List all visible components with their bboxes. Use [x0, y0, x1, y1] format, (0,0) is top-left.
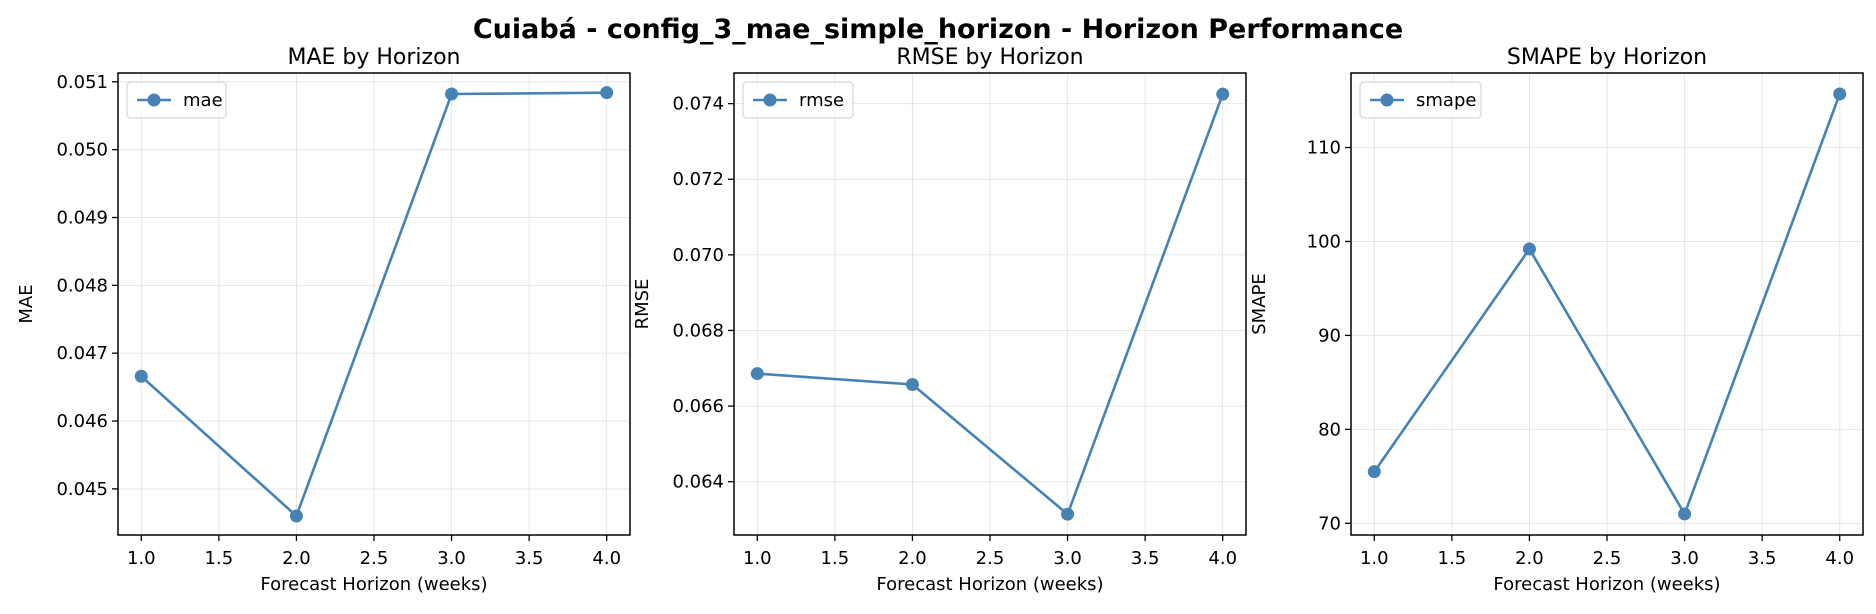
y-tick-label: 0.070 — [672, 245, 724, 266]
figure-title: Cuiabá - config_3_mae_simple_horizon - H… — [473, 14, 1403, 45]
x-tick-label: 3.5 — [1748, 548, 1777, 569]
legend-label: smape — [1416, 90, 1476, 111]
legend-marker — [1380, 93, 1394, 107]
plot-frame — [117, 72, 631, 536]
x-tick-label: 4.0 — [1208, 548, 1237, 569]
data-point-mae — [600, 86, 614, 100]
y-tick-label: 0.066 — [672, 396, 724, 417]
y-tick-label: 110 — [1307, 138, 1341, 159]
y-tick-label: 0.072 — [672, 169, 724, 190]
y-axis-label: RMSE — [632, 279, 653, 330]
y-tick-label: 0.051 — [56, 72, 108, 93]
legend-label: rmse — [799, 90, 844, 111]
x-tick-label: 3.0 — [437, 548, 466, 569]
y-tick-label: 80 — [1318, 419, 1341, 440]
legend-box — [1359, 81, 1482, 119]
y-tick-label: 90 — [1318, 325, 1341, 346]
y-tick-label: 0.048 — [56, 275, 108, 296]
x-axis-label: Forecast Horizon (weeks) — [1493, 574, 1720, 595]
x-tick-label: 1.0 — [1360, 548, 1389, 569]
chart-title: SMAPE by Horizon — [1507, 45, 1707, 70]
x-tick-label: 1.5 — [205, 548, 234, 569]
x-tick-label: 2.5 — [976, 548, 1005, 569]
x-axis-label: Forecast Horizon (weeks) — [876, 574, 1103, 595]
y-tick-label: 0.046 — [56, 411, 108, 432]
y-tick-label: 0.049 — [56, 208, 108, 229]
y-tick-label: 0.050 — [56, 140, 108, 161]
x-axis-label: Forecast Horizon (weeks) — [260, 574, 487, 595]
chart-panel-mae: 1.0 1.5 2.0 2.5 3.0 3.5 4.0 0.045 0.046 0.047 0.04… — [16, 45, 631, 595]
chart-panel-rmse: 1.0 1.5 2.0 2.5 3.0 3.5 4.0 0.064 0.066 0.068 0.07… — [632, 45, 1247, 595]
data-point-mae — [445, 87, 459, 101]
data-point-smape — [1678, 507, 1692, 521]
x-tick-label: 2.0 — [898, 548, 927, 569]
chart-title: MAE by Horizon — [287, 45, 460, 70]
data-point-rmse — [905, 378, 919, 392]
data-point-mae — [289, 509, 303, 523]
plot-frame — [1350, 72, 1864, 536]
y-axis-label: MAE — [16, 284, 37, 323]
series-line-smape — [1373, 93, 1841, 516]
y-axis-label: SMAPE — [1249, 273, 1270, 335]
data-point-rmse — [1216, 87, 1230, 101]
x-tick-label: 1.5 — [821, 548, 850, 569]
y-tick-label: 100 — [1307, 231, 1341, 252]
x-tick-label: 4.0 — [592, 548, 621, 569]
y-tick-label: 0.045 — [56, 479, 108, 500]
x-tick-label: 2.0 — [282, 548, 311, 569]
data-point-rmse — [1061, 507, 1075, 521]
legend-marker — [763, 93, 777, 107]
grid — [734, 73, 1246, 535]
data-point-smape — [1833, 87, 1847, 101]
x-tick-label: 2.0 — [1515, 548, 1544, 569]
x-tick-label: 2.5 — [1593, 548, 1622, 569]
data-point-mae — [134, 369, 148, 383]
data-point-rmse — [750, 367, 764, 381]
data-point-smape — [1367, 465, 1381, 479]
legend-box — [742, 81, 854, 119]
x-tick-label: 2.5 — [360, 548, 389, 569]
x-tick-label: 1.0 — [743, 548, 772, 569]
x-tick-label: 3.5 — [1131, 548, 1160, 569]
y-tick-label: 0.068 — [672, 320, 724, 341]
series-line-rmse — [757, 93, 1224, 516]
series-line-mae — [140, 91, 607, 518]
x-tick-label: 4.0 — [1825, 548, 1854, 569]
data-point-smape — [1522, 242, 1536, 256]
x-tick-label: 1.0 — [127, 548, 156, 569]
chart-title: RMSE by Horizon — [896, 45, 1083, 70]
chart-panel-smape: 1.0 1.5 2.0 2.5 3.0 3.5 4.0 70 80 90 100 110 SMAPE b… — [1249, 45, 1864, 595]
legend-marker — [147, 93, 161, 107]
x-tick-label: 3.5 — [515, 548, 544, 569]
x-tick-label: 1.5 — [1438, 548, 1467, 569]
grid — [1351, 73, 1863, 535]
legend-label: mae — [183, 90, 223, 111]
y-tick-label: 0.047 — [56, 343, 108, 364]
x-tick-label: 3.0 — [1053, 548, 1082, 569]
chart-panels: 1.0 1.5 2.0 2.5 3.0 3.5 4.0 0.045 0.046 0.047 0.04… — [16, 45, 1864, 595]
y-tick-label: 0.074 — [672, 94, 724, 115]
y-tick-label: 70 — [1318, 513, 1341, 534]
legend-box — [126, 81, 227, 119]
y-tick-label: 0.064 — [672, 472, 724, 493]
x-tick-label: 3.0 — [1670, 548, 1699, 569]
grid — [118, 73, 630, 535]
plot-frame — [733, 72, 1247, 536]
